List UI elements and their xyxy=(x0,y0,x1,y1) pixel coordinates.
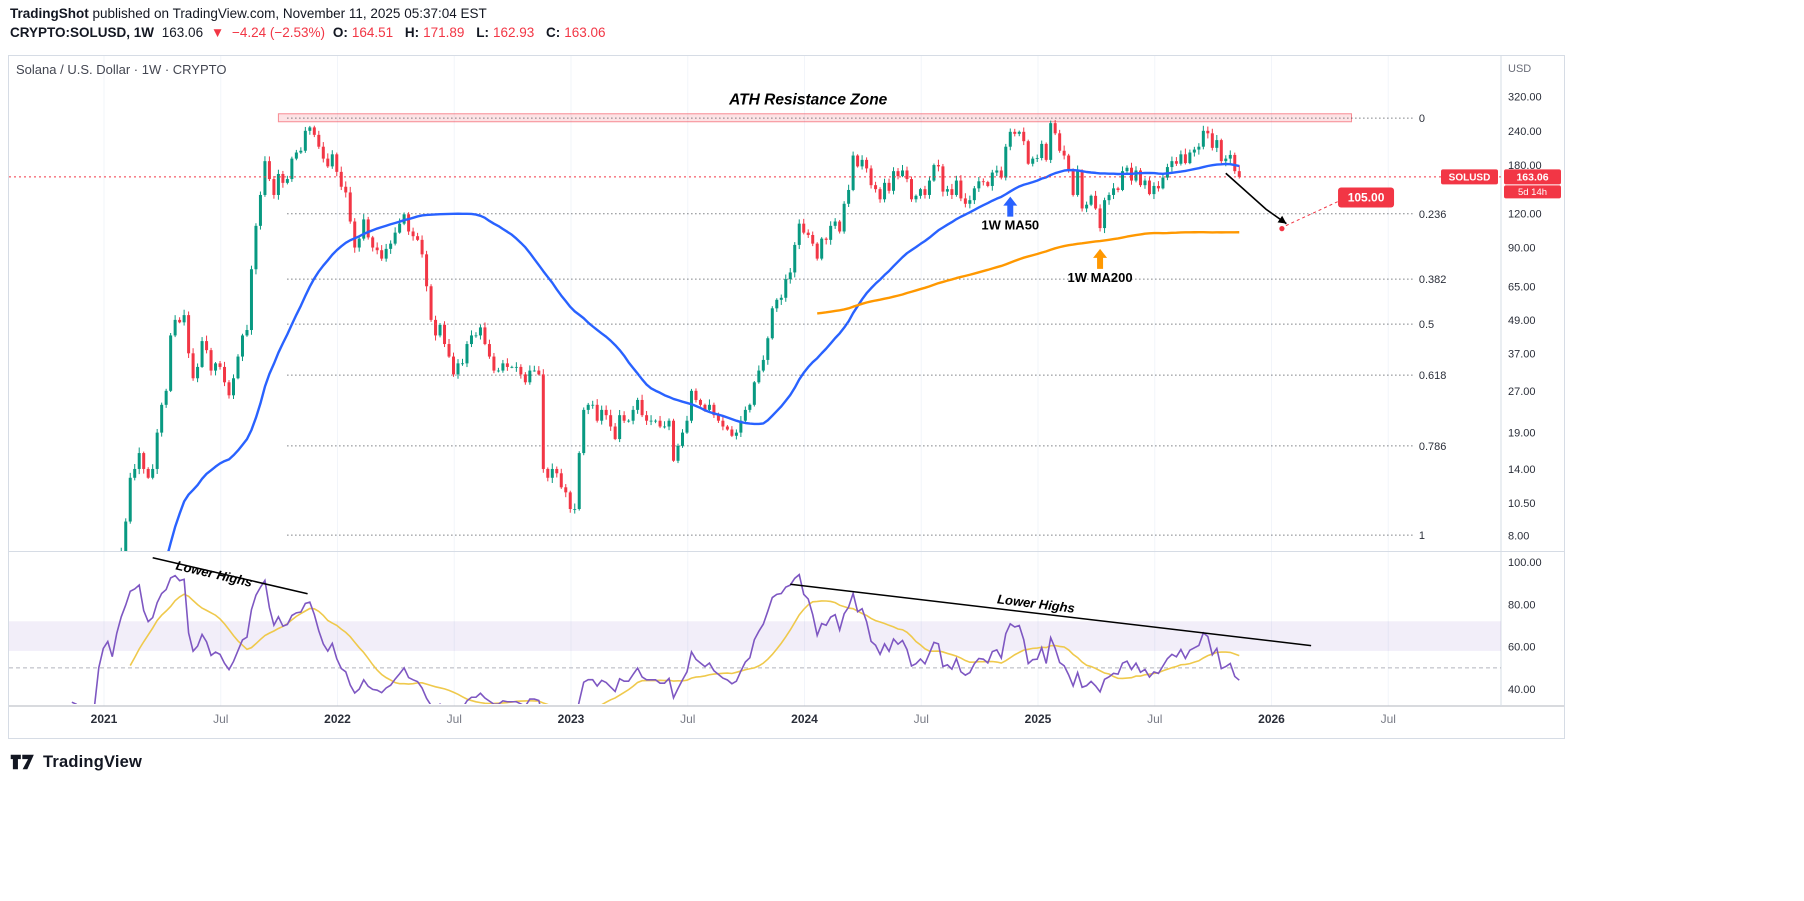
last-price: 163.06 xyxy=(161,25,204,40)
chart-frame: ATH Resistance Zone 0 0.236 0.382 0.5 0.618 0.… xyxy=(8,55,1565,739)
fib-level-label: 0.236 xyxy=(1419,209,1447,221)
rsi-tick-label: 40.00 xyxy=(1508,684,1536,696)
countdown-badge-label: 5d 14h xyxy=(1518,187,1547,198)
rsi-line xyxy=(71,573,1240,704)
price-tick-label: 180.00 xyxy=(1508,160,1542,172)
price-tick-label: 90.00 xyxy=(1508,243,1536,255)
change-value: −4.24 (−2.53%) xyxy=(231,25,326,40)
low-value: 162.93 xyxy=(492,25,535,40)
fib-level-label: 0.618 xyxy=(1419,370,1447,382)
fib-level-label: 1 xyxy=(1419,530,1425,542)
price-tick-label: 27.00 xyxy=(1508,386,1536,398)
ma200-marker-arrow-icon xyxy=(1093,248,1108,269)
time-tick-label: 2021 xyxy=(91,712,118,726)
price-tick-label: 10.50 xyxy=(1508,498,1536,510)
time-tick-label: 2023 xyxy=(558,712,585,726)
ath-resistance-zone xyxy=(277,113,1353,123)
ma50-marker-arrow-icon xyxy=(1003,196,1018,217)
ma200-marker-label: 1W MA200 xyxy=(1068,270,1133,285)
footer-logo[interactable]: TradingView xyxy=(10,750,142,774)
high-value: 171.89 xyxy=(423,25,465,40)
candles-layer xyxy=(120,120,1241,551)
close-value: 163.06 xyxy=(564,25,606,40)
rsi-tick-label: 60.00 xyxy=(1508,642,1536,654)
low-label: L: xyxy=(476,25,489,40)
time-tick-label: Jul xyxy=(1147,712,1162,726)
open-value: 164.51 xyxy=(351,25,394,40)
symbol-badge-label: SOLUSD xyxy=(1449,172,1491,183)
target-price-badge xyxy=(1338,187,1395,208)
price-label-group: SOLUSD 163.06 5d 14h xyxy=(1441,169,1561,199)
high-label: H: xyxy=(404,25,420,40)
price-tick-label: 8.00 xyxy=(1508,531,1529,543)
time-tick-label: 2025 xyxy=(1025,712,1052,726)
symbol-header: CRYPTO:SOLUSD, 1W 163.06 ▼ −4.24 (−2.53%… xyxy=(10,25,614,40)
price-tick-label: 37.00 xyxy=(1508,348,1536,360)
tradingview-logo-text: TradingView xyxy=(43,752,143,771)
time-tick-label: Jul xyxy=(1381,712,1396,726)
publish-info: published on TradingView.com, November 1… xyxy=(88,6,487,21)
time-tick-label: Jul xyxy=(914,712,929,726)
price-tick-label: 65.00 xyxy=(1508,281,1536,293)
symbol-badge xyxy=(1441,169,1498,185)
time-tick-label: 2024 xyxy=(791,712,818,726)
publish-header: TradingShot published on TradingView.com… xyxy=(10,6,487,21)
open-label: O: xyxy=(332,25,348,40)
price-tick-label: 320.00 xyxy=(1508,92,1542,104)
axis-currency-label: USD xyxy=(1508,63,1532,75)
lower-highs-label-1: Lower Highs xyxy=(174,558,253,590)
time-tick-label: Jul xyxy=(680,712,695,726)
ma200-line xyxy=(817,231,1240,315)
target-point xyxy=(1279,226,1285,232)
tradingview-logo-icon xyxy=(10,754,34,770)
fib-level-label: 0.5 xyxy=(1419,319,1434,331)
symbol-name: CRYPTO:SOLUSD, 1W xyxy=(10,25,155,40)
rsi-band xyxy=(9,621,1501,651)
ma50-line xyxy=(167,162,1240,551)
projection-arrowhead-icon xyxy=(1277,215,1287,224)
target-price-label: 105.00 xyxy=(1348,191,1385,205)
chart-title: Solana / U.S. Dollar · 1W · CRYPTO xyxy=(16,62,227,77)
fib-level-label: 0 xyxy=(1419,113,1425,125)
lower-highs-label-2: Lower Highs xyxy=(996,591,1075,615)
ath-zone-label: ATH Resistance Zone xyxy=(728,91,888,108)
countdown-badge xyxy=(1504,185,1561,199)
author-name: TradingShot xyxy=(10,6,89,21)
rsi-tick-label: 100.00 xyxy=(1508,557,1542,569)
price-tick-label: 49.00 xyxy=(1508,315,1536,327)
projection-arrow xyxy=(1225,172,1287,225)
time-tick-label: Jul xyxy=(213,712,228,726)
chart-canvas[interactable]: ATH Resistance Zone 0 0.236 0.382 0.5 0.618 0.… xyxy=(9,56,1564,738)
fib-level-label: 0.382 xyxy=(1419,274,1447,286)
price-tick-label: 14.00 xyxy=(1508,464,1536,476)
lower-highs-trendline-2 xyxy=(790,583,1312,647)
price-axis[interactable]: 320.00 240.00 180.00 120.00 90.00 65.00 49.00 3… xyxy=(1508,92,1542,696)
ma50-marker-label: 1W MA50 xyxy=(981,218,1039,233)
rsi-tick-label: 80.00 xyxy=(1508,599,1536,611)
price-tick-label: 19.00 xyxy=(1508,428,1536,440)
close-label: C: xyxy=(546,25,561,40)
fib-level-label: 0.786 xyxy=(1419,441,1447,453)
price-tick-label: 240.00 xyxy=(1508,126,1542,138)
price-tick-label: 120.00 xyxy=(1508,208,1542,220)
change-direction-icon: ▼ xyxy=(210,25,225,40)
current-price-badge-label: 163.06 xyxy=(1516,171,1548,183)
time-tick-label: 2022 xyxy=(324,712,351,726)
time-tick-label: Jul xyxy=(447,712,462,726)
time-axis[interactable]: 2021 Jul 2022 Jul 2023 Jul 2024 Jul 2025 Jul 2026 J… xyxy=(91,712,1396,726)
time-tick-label: 2026 xyxy=(1258,712,1285,726)
lower-highs-trendline-1 xyxy=(152,557,308,595)
current-price-badge xyxy=(1504,169,1561,185)
